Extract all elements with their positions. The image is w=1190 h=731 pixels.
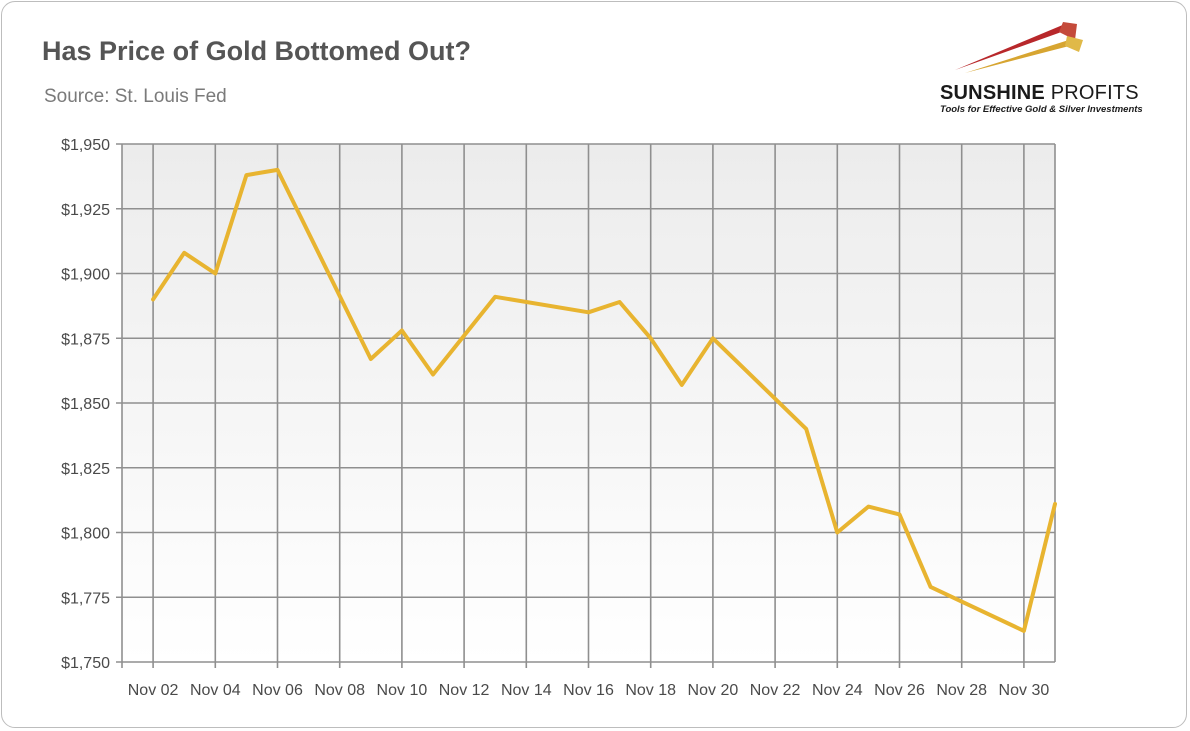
logo-tagline: Tools for Effective Gold & Silver Invest…: [940, 104, 1143, 115]
x-axis-tick-labels: Nov 02 Nov 04 Nov 06 Nov 08 Nov 10 Nov 12 Nov …: [128, 682, 1050, 699]
y-tick-label: $1,825: [61, 461, 110, 478]
chart-source: Source: St. Louis Fed: [44, 86, 227, 107]
x-tick-label: Nov 24: [812, 682, 863, 699]
x-tick-label: Nov 16: [563, 682, 614, 699]
x-tick-label: Nov 26: [874, 682, 925, 699]
chart-title: Has Price of Gold Bottomed Out?: [42, 36, 472, 66]
sunshine-profits-logo: SUNSHINE PROFITS Tools for Effective Gol…: [925, 18, 1175, 118]
logo-name-light: PROFITS: [1050, 82, 1139, 104]
y-tick-label: $1,950: [61, 137, 110, 154]
grid-lines: [116, 143, 1056, 668]
x-tick-label: Nov 18: [625, 682, 676, 699]
x-tick-label: Nov 22: [750, 682, 801, 699]
y-tick-label: $1,750: [61, 655, 110, 672]
gold-price-line: [151, 167, 1057, 633]
y-tick-label: $1,925: [61, 202, 110, 219]
logo-name: SUNSHINE PROFITS: [940, 82, 1139, 105]
logo-streaks-icon: [955, 22, 1083, 73]
logo-name-bold: SUNSHINE: [940, 82, 1045, 104]
x-tick-label: Nov 14: [501, 682, 552, 699]
x-tick-label: Nov 04: [190, 682, 241, 699]
x-tick-label: Nov 10: [377, 682, 428, 699]
x-tick-label: Nov 20: [688, 682, 739, 699]
y-tick-label: $1,900: [61, 267, 110, 284]
y-tick-label: $1,850: [61, 396, 110, 413]
x-tick-label: Nov 28: [936, 682, 987, 699]
x-tick-label: Nov 12: [439, 682, 490, 699]
y-tick-label: $1,775: [61, 590, 110, 607]
x-tick-label: Nov 08: [314, 682, 365, 699]
x-tick-label: Nov 02: [128, 682, 179, 699]
y-tick-label: $1,800: [61, 526, 110, 543]
y-axis-tick-labels: $1,750 $1,775 $1,800 $1,825 $1,850 $1,875 $1,9…: [61, 137, 110, 672]
y-tick-label: $1,875: [61, 331, 110, 348]
x-tick-label: Nov 06: [252, 682, 303, 699]
x-tick-label: Nov 30: [999, 682, 1050, 699]
